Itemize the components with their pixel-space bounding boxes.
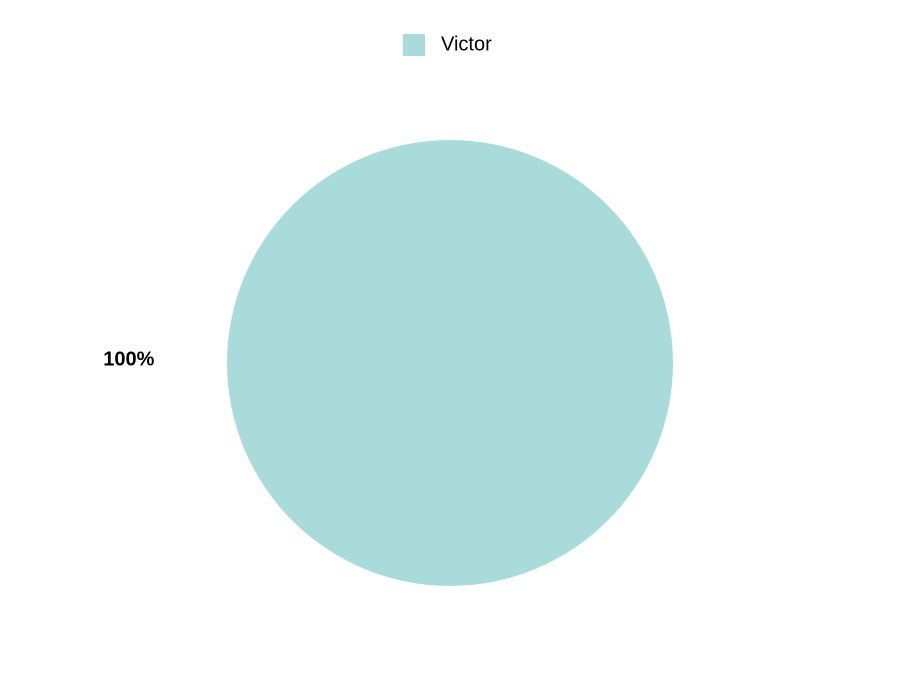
legend-swatch bbox=[403, 34, 425, 56]
slice-label: 100% bbox=[103, 348, 154, 370]
legend-label: Victor bbox=[441, 33, 492, 55]
pie-slice bbox=[227, 140, 673, 586]
